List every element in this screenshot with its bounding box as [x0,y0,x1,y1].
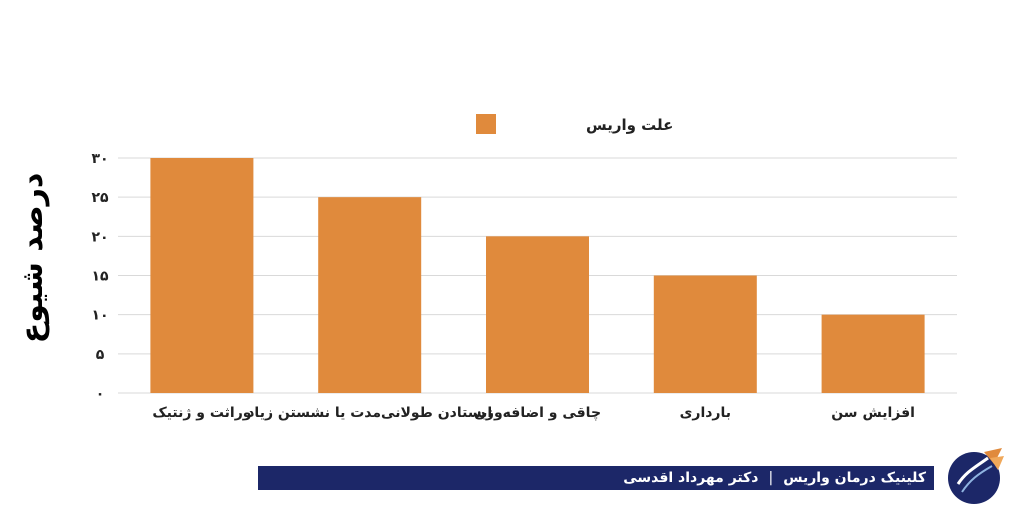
clinic-logo-icon [948,448,1004,504]
y-tick-label: ۱۵ [91,269,109,285]
footer-bar: کلینیک درمان واریس | دکتر مهرداد اقدسی [258,466,934,490]
footer-separator: | [768,470,774,486]
x-tick-label: بارداری [680,405,731,421]
y-tick-label: ۰ [96,386,105,402]
bar [150,158,254,393]
y-tick-label: ۲۰ [91,229,108,245]
y-axis-label: درصد شیوع [15,173,50,343]
x-tick-label: افزایش سن [831,405,915,421]
bar [821,314,925,393]
legend-label: علت واریس [586,116,673,134]
legend-swatch [476,114,496,134]
y-tick-label: ۱۰ [91,308,108,324]
y-tick-label: ۵ [96,347,105,363]
bar [486,236,589,393]
bar [318,197,422,393]
x-tick-label: چاقی و اضافه‌وزن [474,405,601,421]
x-tick-label: وراثت و ژنتیک [152,405,251,421]
bar [653,275,757,393]
x-tick-label: ایستادن طولانی‌مدت یا نشستن زیاد [247,405,492,421]
bars [150,158,925,393]
y-tick-labels: ۰ ۵ ۱۰ ۱۵ ۲۰ ۲۵ ۳۰ [91,151,109,402]
footer-clinic-name: کلینیک درمان واریس [783,470,926,486]
y-tick-label: ۲۵ [91,190,109,206]
y-tick-label: ۳۰ [91,151,108,167]
footer-doctor-name: دکتر مهرداد اقدسی [623,470,759,486]
